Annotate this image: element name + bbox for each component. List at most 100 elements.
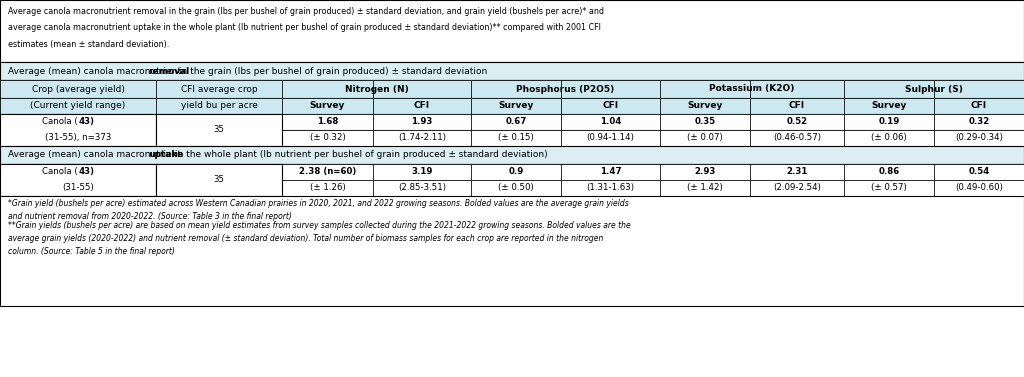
Text: CFI average crop: CFI average crop (181, 84, 258, 93)
Text: CFI: CFI (602, 101, 618, 110)
Bar (750, 114, 844, 130)
Bar (0, 114, 157, 146)
Bar (844, 180, 934, 196)
Bar (561, 80, 659, 98)
Bar (844, 98, 934, 114)
Text: (± 0.50): (± 0.50) (499, 184, 535, 193)
Text: 1.93: 1.93 (412, 118, 432, 127)
Text: yield bu per acre: yield bu per acre (181, 101, 258, 110)
Text: 0.54: 0.54 (969, 167, 989, 176)
Text: uptake: uptake (148, 150, 183, 159)
Text: (1.74-2.11): (1.74-2.11) (398, 133, 445, 143)
Text: Crop (average yield): Crop (average yield) (32, 84, 125, 93)
Bar (157, 180, 283, 196)
Bar (373, 98, 471, 114)
Bar (373, 80, 471, 98)
Bar (471, 114, 561, 130)
Bar (0, 80, 157, 98)
Bar (0, 114, 157, 130)
Bar (561, 98, 659, 114)
Text: 0.32: 0.32 (969, 118, 989, 127)
Bar (659, 180, 750, 196)
Bar (844, 114, 934, 130)
Bar (659, 130, 750, 146)
Text: (1.31-1.63): (1.31-1.63) (587, 184, 635, 193)
Bar (934, 80, 1024, 98)
Bar (0, 180, 157, 196)
Text: (± 0.57): (± 0.57) (871, 184, 906, 193)
Text: in the grain (lbs per bushel of grain produced) ± standard deviation: in the grain (lbs per bushel of grain pr… (175, 66, 486, 75)
Text: Survey: Survey (871, 101, 906, 110)
Bar (283, 98, 373, 114)
Bar (157, 80, 283, 98)
Text: 0.19: 0.19 (879, 118, 899, 127)
Text: Average canola macronutrient removal in the grain (lbs per bushel of grain produ: Average canola macronutrient removal in … (8, 8, 604, 17)
Text: (± 0.06): (± 0.06) (871, 133, 906, 143)
Text: (0.29-0.34): (0.29-0.34) (955, 133, 1002, 143)
Text: Canola (: Canola ( (42, 167, 78, 176)
Bar (844, 130, 934, 146)
Text: Survey: Survey (499, 101, 534, 110)
Bar (283, 130, 373, 146)
Bar (659, 80, 750, 98)
Text: Phosphorus (P2O5): Phosphorus (P2O5) (516, 84, 614, 93)
Text: Nitrogen (N): Nitrogen (N) (345, 84, 409, 93)
Text: (± 0.32): (± 0.32) (309, 133, 345, 143)
Text: 1.04: 1.04 (600, 118, 622, 127)
Bar (934, 180, 1024, 196)
Bar (0, 164, 157, 180)
Text: 0.9: 0.9 (509, 167, 524, 176)
Bar (157, 130, 283, 146)
Bar (561, 130, 659, 146)
Text: Average (mean) canola macronutrient: Average (mean) canola macronutrient (8, 150, 184, 159)
Bar (471, 80, 561, 98)
Text: (± 1.42): (± 1.42) (687, 184, 723, 193)
Bar (934, 114, 1024, 130)
Text: and nutrient removal from 2020-2022. (Source: Table 3 in the final report): and nutrient removal from 2020-2022. (So… (8, 213, 292, 222)
Bar (561, 114, 659, 130)
Text: 0.67: 0.67 (506, 118, 527, 127)
Bar (0, 98, 1024, 114)
Bar (373, 164, 471, 180)
Bar (0, 180, 1024, 196)
Bar (0, 196, 1024, 306)
Bar (157, 164, 283, 180)
Bar (750, 180, 844, 196)
Text: (31-55), n=373: (31-55), n=373 (45, 133, 112, 143)
Text: *Grain yield (bushels per acre) estimated across Western Canadian prairies in 20: *Grain yield (bushels per acre) estimate… (8, 199, 629, 208)
Bar (283, 80, 373, 98)
Text: (0.49-0.60): (0.49-0.60) (955, 184, 1002, 193)
Bar (157, 98, 283, 114)
Bar (750, 130, 844, 146)
Bar (934, 130, 1024, 146)
Text: CFI: CFI (788, 101, 805, 110)
Bar (471, 130, 561, 146)
Text: (0.94-1.14): (0.94-1.14) (587, 133, 635, 143)
Bar (471, 164, 561, 180)
Bar (373, 130, 471, 146)
Text: CFI: CFI (414, 101, 430, 110)
Bar (283, 164, 373, 180)
Text: 35: 35 (214, 176, 225, 184)
Text: Survey: Survey (687, 101, 723, 110)
Text: average grain yields (2020-2022) and nutrient removal (± standard deviation). To: average grain yields (2020-2022) and nut… (8, 234, 603, 244)
Text: (2.85-3.51): (2.85-3.51) (398, 184, 445, 193)
Bar (373, 114, 471, 130)
Text: 3.19: 3.19 (412, 167, 432, 176)
Text: 0.52: 0.52 (786, 118, 807, 127)
Text: average canola macronutrient uptake in the whole plant (lb nutrient per bushel o: average canola macronutrient uptake in t… (8, 23, 601, 32)
Text: (± 1.26): (± 1.26) (309, 184, 345, 193)
Text: Average (mean) canola macronutrient: Average (mean) canola macronutrient (8, 66, 184, 75)
Text: 0.35: 0.35 (694, 118, 716, 127)
Bar (283, 114, 373, 130)
Bar (157, 114, 283, 146)
Bar (659, 98, 750, 114)
Text: (Current yield range): (Current yield range) (31, 101, 126, 110)
Text: estimates (mean ± standard deviation).: estimates (mean ± standard deviation). (8, 40, 169, 49)
Text: 2.38 (n=60): 2.38 (n=60) (299, 167, 356, 176)
Text: Survey: Survey (310, 101, 345, 110)
Bar (561, 180, 659, 196)
Bar (750, 80, 844, 98)
Text: 1.68: 1.68 (316, 118, 338, 127)
Bar (157, 114, 283, 130)
